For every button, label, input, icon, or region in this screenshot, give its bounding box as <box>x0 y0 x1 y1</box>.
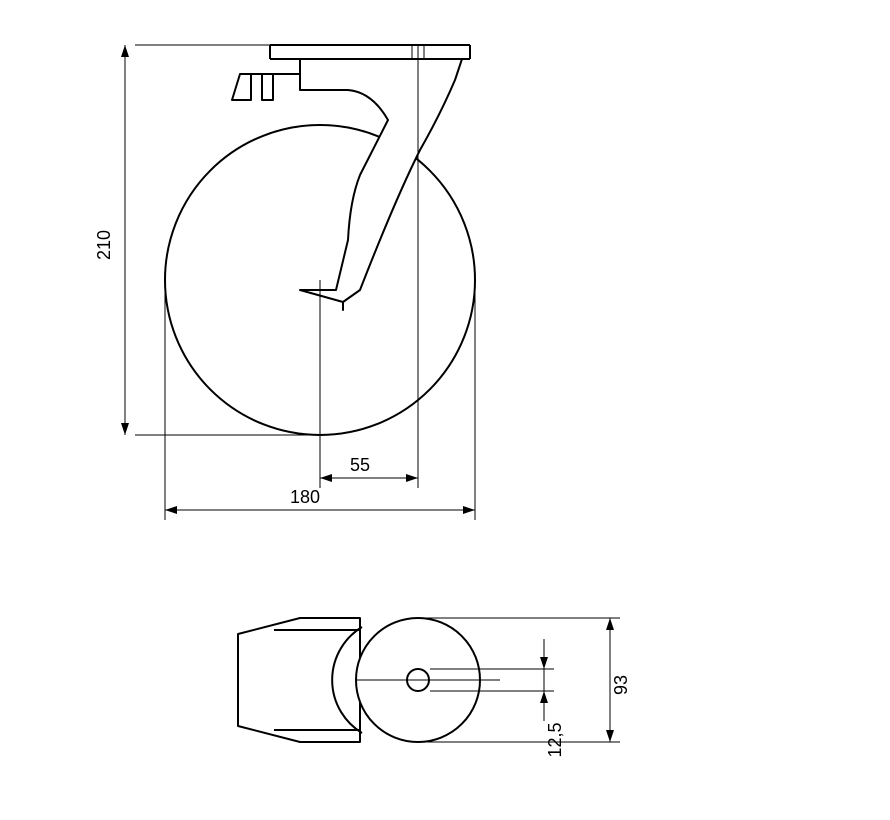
dimension-label: 210 <box>94 230 114 260</box>
dimension-label: 12,5 <box>545 722 565 757</box>
dimension-label: 55 <box>350 455 370 475</box>
dimension-label: 93 <box>611 675 631 695</box>
fork-body <box>232 59 462 310</box>
top-body-outline <box>238 618 360 742</box>
dimension-label: 180 <box>290 487 320 507</box>
